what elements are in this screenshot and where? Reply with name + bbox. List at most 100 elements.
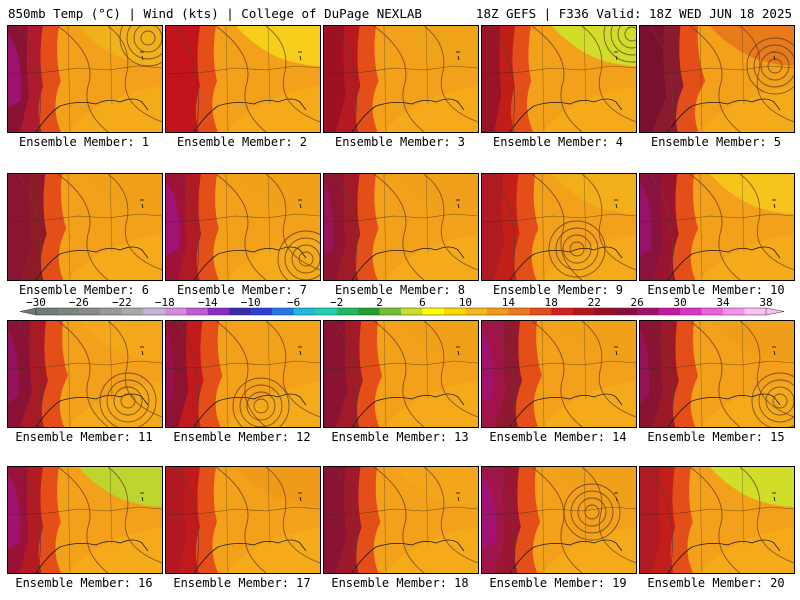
- colorbar-tick-label: −18: [155, 296, 175, 309]
- colorbar-swatch: [315, 308, 337, 315]
- colorbar-swatch: [358, 308, 380, 315]
- temperature-map: [640, 174, 794, 280]
- ensemble-panel: [165, 173, 321, 281]
- colorbar-tick-label: 6: [419, 296, 426, 309]
- colorbar-swatch: [680, 308, 702, 315]
- colorbar-swatch: [744, 308, 767, 315]
- ensemble-member-label: Ensemble Member: 13: [331, 430, 469, 444]
- ensemble-member-label: Ensemble Member: 5: [650, 135, 782, 149]
- ensemble-member-label: Ensemble Member: 12: [173, 430, 311, 444]
- colorbar-tick-label: 38: [759, 296, 772, 309]
- temperature-colorbar: −30 −26 −22 −18 −14 −10 −6 −2 2 6 10 14 18 22 26 30 34 38…: [19, 296, 785, 316]
- ensemble-panel: [639, 173, 795, 281]
- colorbar-swatch: [229, 308, 252, 315]
- temperature-map: [166, 321, 320, 427]
- colorbar-tick-label: −14: [198, 296, 218, 309]
- colorbar-tick-label: 34: [716, 296, 730, 309]
- ensemble-panel: [481, 320, 637, 428]
- temperature-map: [324, 467, 478, 573]
- ensemble-panel: [481, 466, 637, 574]
- header-title: 850mb Temp (°C) | Wind (kts) | College o…: [8, 6, 422, 21]
- temperature-map: [166, 174, 320, 280]
- ensemble-member-label: Ensemble Member: 16: [15, 576, 153, 590]
- ensemble-member-label: Ensemble Member: 20: [647, 576, 785, 590]
- ensemble-member-label: Ensemble Member: 1: [18, 135, 150, 149]
- colorbar-swatch: [100, 308, 123, 315]
- colorbar-tick-label: 2: [376, 296, 383, 309]
- temperature-map: [640, 321, 794, 427]
- temperature-map: [640, 26, 794, 132]
- colorbar-tick-label: −30: [26, 296, 46, 309]
- ensemble-panel: [7, 25, 163, 133]
- ensemble-member-label: Ensemble Member: 7: [176, 283, 308, 297]
- colorbar-tick-label: 26: [631, 296, 644, 309]
- colorbar-swatch: [121, 308, 144, 315]
- ensemble-panel: [7, 173, 163, 281]
- temperature-map: [324, 26, 478, 132]
- colorbar-swatch: [78, 308, 101, 315]
- ensemble-member-label: Ensemble Member: 10: [647, 283, 785, 297]
- colorbar-swatch: [615, 308, 638, 315]
- ensemble-member-label: Ensemble Member: 15: [647, 430, 785, 444]
- colorbar-swatch: [723, 308, 745, 315]
- temperature-map: [324, 321, 478, 427]
- colorbar-swatch: [336, 308, 359, 315]
- colorbar-swatch: [637, 308, 659, 315]
- ensemble-panel: [639, 466, 795, 574]
- colorbar-swatch: [594, 308, 617, 315]
- colorbar-swatch: [572, 308, 595, 315]
- temperature-map: [482, 321, 636, 427]
- ensemble-member-label: Ensemble Member: 17: [173, 576, 311, 590]
- colorbar-tick-label: −2: [330, 296, 343, 309]
- colorbar-swatch: [486, 308, 509, 315]
- colorbar-tick-label: 10: [459, 296, 472, 309]
- temperature-map: [640, 467, 794, 573]
- ensemble-member-label: Ensemble Member: 4: [492, 135, 624, 149]
- temperature-map: [324, 174, 478, 280]
- colorbar-swatch: [57, 308, 80, 315]
- colorbar-min-arrow: [19, 307, 37, 316]
- colorbar-swatch: [658, 308, 681, 315]
- ensemble-member-label: Ensemble Member: 2: [176, 135, 308, 149]
- colorbar-swatch: [164, 308, 187, 315]
- ensemble-member-label: Ensemble Member: 3: [334, 135, 466, 149]
- colorbar-swatch: [551, 308, 574, 315]
- ensemble-member-label: Ensemble Member: 14: [489, 430, 627, 444]
- colorbar-swatch: [508, 308, 531, 315]
- temperature-map: [482, 467, 636, 573]
- temperature-map: [166, 467, 320, 573]
- ensemble-panel: [7, 320, 163, 428]
- temperature-map: [8, 467, 162, 573]
- ensemble-member-label: Ensemble Member: 6: [18, 283, 150, 297]
- ensemble-panel: [165, 25, 321, 133]
- temperature-map: [482, 26, 636, 132]
- colorbar-swatch: [422, 308, 445, 315]
- colorbar-tick-label: −6: [287, 296, 300, 309]
- header-valid-time: 18Z GEFS | F336 Valid: 18Z WED JUN 18 20…: [475, 6, 792, 21]
- colorbar-swatch: [465, 308, 488, 315]
- colorbar-swatch: [143, 308, 166, 315]
- ensemble-panel: [481, 25, 637, 133]
- colorbar-swatch: [250, 308, 273, 315]
- ensemble-member-label: Ensemble Member: 18: [331, 576, 469, 590]
- colorbar-tick-label: 30: [673, 296, 686, 309]
- colorbar-swatch: [272, 308, 294, 315]
- ensemble-panel: [639, 25, 795, 133]
- colorbar-tick-label: −22: [112, 296, 132, 309]
- ensemble-panel: [323, 25, 479, 133]
- colorbar-tick-label: 18: [545, 296, 558, 309]
- colorbar-tick-label: −26: [69, 296, 89, 309]
- colorbar-swatch: [379, 308, 402, 315]
- ensemble-panel: [323, 173, 479, 281]
- colorbar-swatch: [529, 308, 552, 315]
- colorbar-swatch: [207, 308, 230, 315]
- colorbar-swatch: [186, 308, 209, 315]
- ensemble-panel: [323, 320, 479, 428]
- ensemble-member-label: Ensemble Member: 8: [334, 283, 466, 297]
- temperature-map: [8, 174, 162, 280]
- ensemble-panel: [481, 173, 637, 281]
- colorbar-swatch: [36, 308, 58, 315]
- colorbar-swatch: [443, 308, 466, 315]
- colorbar-swatch: [401, 308, 423, 315]
- colorbar-swatch: [701, 308, 724, 315]
